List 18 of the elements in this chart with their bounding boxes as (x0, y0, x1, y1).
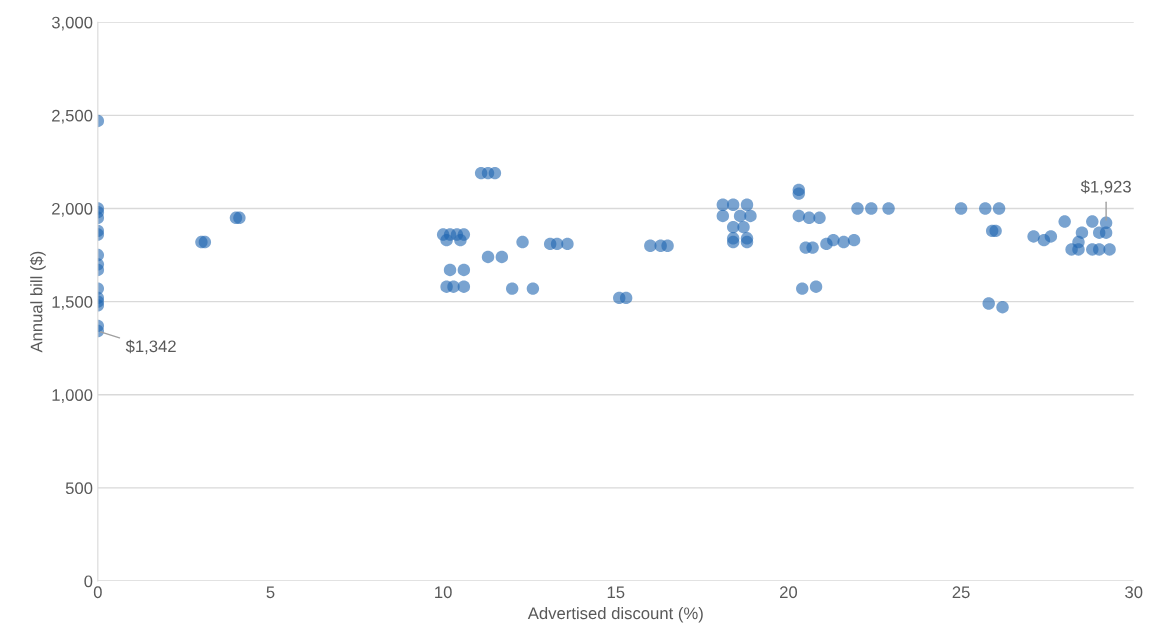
y-tick-label: 1,500 (52, 296, 93, 310)
annotation: $1,342 (125, 339, 176, 355)
x-tick-label: 15 (607, 586, 625, 599)
x-axis-title: Advertised discount (%) (527, 606, 703, 623)
x-tick-label: 10 (435, 586, 452, 599)
y-tick-label: 1,000 (52, 389, 93, 403)
x-tick-label: 20 (780, 586, 798, 599)
y-tick-label: 2,000 (52, 202, 93, 217)
x-tick-label: 0 (93, 586, 102, 599)
annotation: $1,923 (1080, 180, 1131, 195)
x-tick-label: 30 (1125, 586, 1143, 599)
y-axis-title: Annual bill ($) (29, 251, 46, 353)
y-tick-label: 3,000 (51, 16, 93, 31)
y-tick-label: 0 (84, 575, 93, 588)
y-tick-label: 500 (65, 482, 93, 495)
x-tick-label: 25 (952, 586, 970, 599)
x-tick-label: 5 (266, 586, 275, 599)
y-tick-label: 2,500 (52, 109, 93, 124)
